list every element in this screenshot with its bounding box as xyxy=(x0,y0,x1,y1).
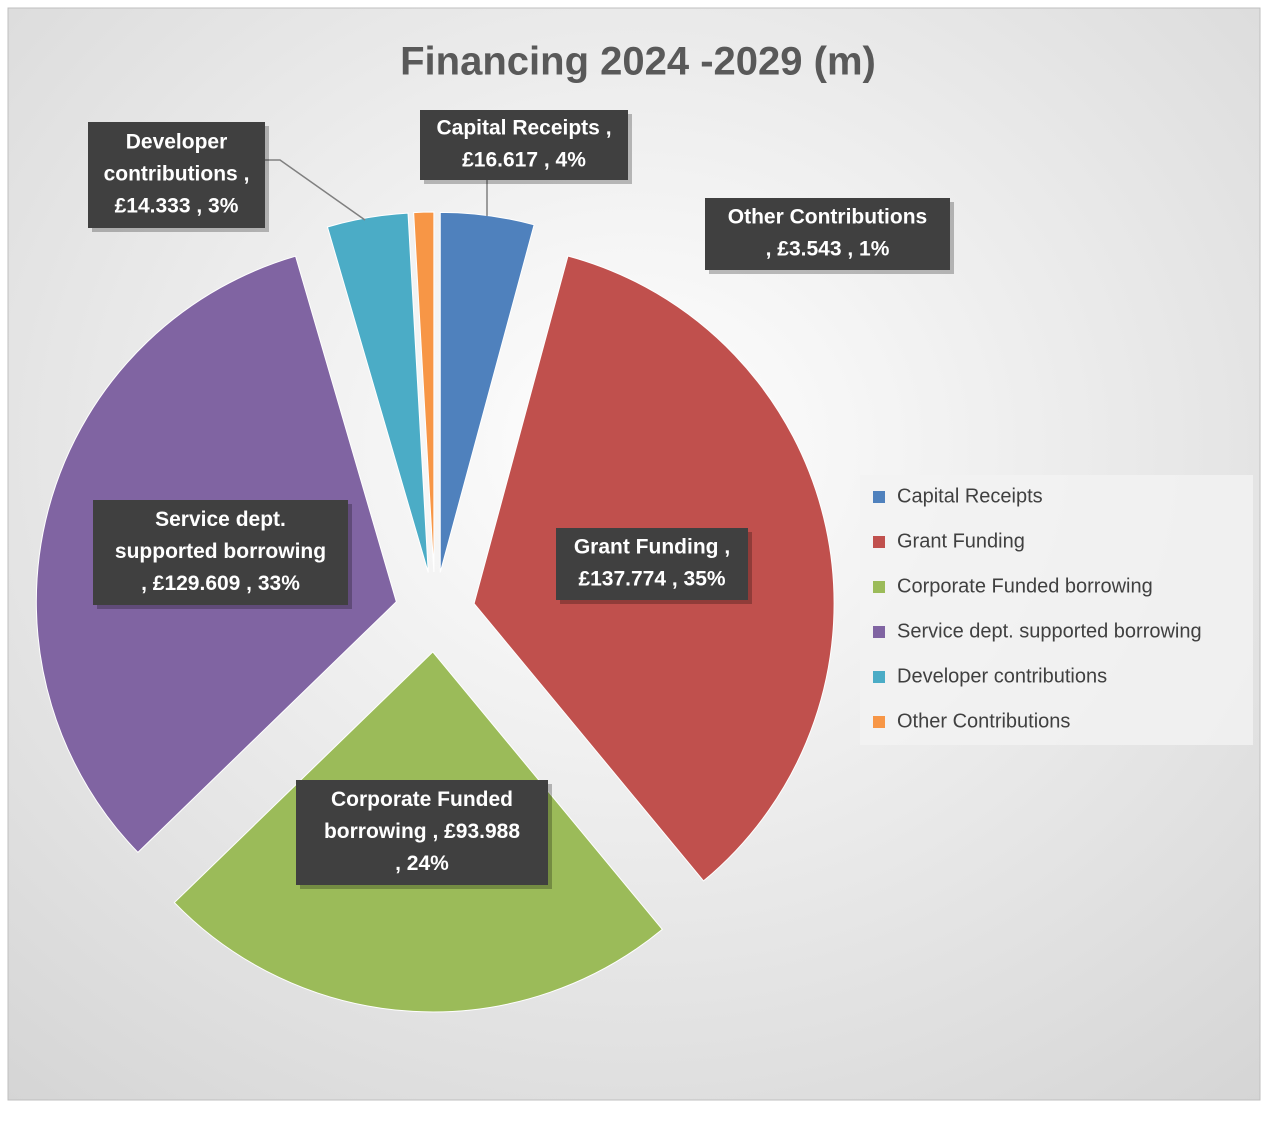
data-label: £16.617 , 4% xyxy=(462,149,586,172)
data-label: contributions , xyxy=(104,163,250,186)
legend-swatch xyxy=(873,581,885,593)
data-label-box xyxy=(420,110,628,180)
data-label: borrowing , £93.988 xyxy=(324,820,520,843)
data-label: Grant Funding , xyxy=(574,536,730,559)
legend-swatch xyxy=(873,716,885,728)
legend-label: Grant Funding xyxy=(897,530,1025,552)
leader-line xyxy=(265,159,366,221)
data-label-box xyxy=(705,198,950,270)
legend-label: Other Contributions xyxy=(897,710,1070,732)
data-label: , 24% xyxy=(395,852,449,875)
data-label: £14.333 , 3% xyxy=(115,195,239,218)
legend-swatch xyxy=(873,626,885,638)
chart-title: Financing 2024 -2029 (m) xyxy=(400,40,876,84)
legend-label: Service dept. supported borrowing xyxy=(897,620,1202,642)
data-label-box xyxy=(93,500,348,605)
legend-label: Developer contributions xyxy=(897,665,1107,687)
pie-slice xyxy=(413,211,435,573)
data-label-box xyxy=(556,528,748,600)
data-label: £137.774 , 35% xyxy=(578,568,725,591)
data-label: Developer xyxy=(126,131,228,154)
legend-swatch xyxy=(873,671,885,683)
data-label: Other Contributions xyxy=(728,206,927,229)
data-label: Corporate Funded xyxy=(331,788,513,811)
data-label-box xyxy=(88,122,265,228)
legend-label: Capital Receipts xyxy=(897,485,1043,507)
legend-swatch xyxy=(873,491,885,503)
data-label: , £3.543 , 1% xyxy=(766,238,890,261)
data-label: , £129.609 , 33% xyxy=(141,572,300,595)
data-label: Capital Receipts , xyxy=(436,117,611,140)
data-label-box xyxy=(296,780,548,885)
pie-slice xyxy=(326,212,429,573)
legend-box xyxy=(860,475,1253,745)
legend-label: Corporate Funded borrowing xyxy=(897,575,1153,597)
data-label: Service dept. xyxy=(155,508,286,531)
legend-swatch xyxy=(873,536,885,548)
data-label: supported borrowing xyxy=(115,540,326,563)
